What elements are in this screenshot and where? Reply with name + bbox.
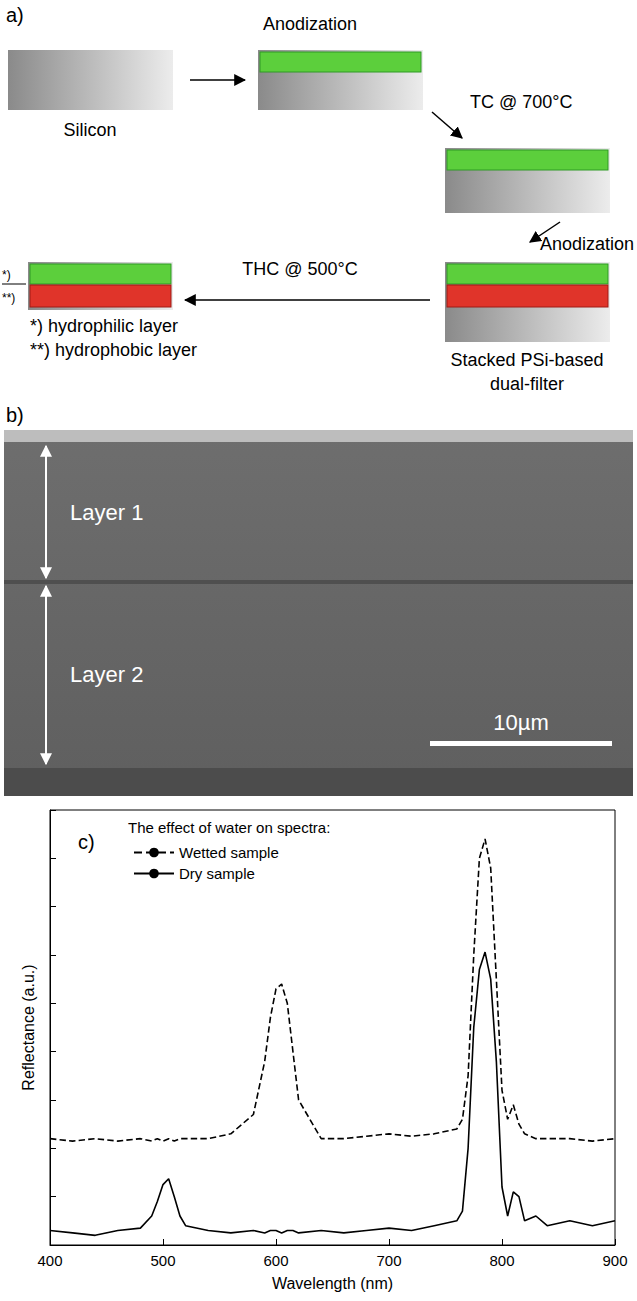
svg-text:Wetted sample: Wetted sample [179, 844, 279, 861]
svg-text:**) hydrophobic layer: **) hydrophobic layer [30, 340, 197, 360]
svg-text:a): a) [6, 4, 24, 26]
svg-text:Silicon: Silicon [63, 120, 116, 140]
svg-text:Anodization: Anodization [540, 234, 634, 254]
svg-text:**): **) [2, 291, 15, 305]
svg-text:TC @ 700°C: TC @ 700°C [470, 92, 573, 112]
svg-text:The effect of water on spectra: The effect of water on spectra: [128, 819, 330, 836]
svg-text:dual-filter: dual-filter [490, 374, 564, 394]
svg-text:600: 600 [263, 1252, 288, 1269]
svg-text:800: 800 [489, 1252, 514, 1269]
svg-text:Stacked PSi-based: Stacked PSi-based [450, 350, 603, 370]
svg-text:c): c) [78, 831, 95, 853]
svg-text:Dry sample: Dry sample [179, 865, 255, 882]
svg-text:500: 500 [150, 1252, 175, 1269]
svg-text:400: 400 [37, 1252, 62, 1269]
svg-text:Anodization: Anodization [263, 14, 357, 34]
svg-text:*) hydrophilic layer: *) hydrophilic layer [30, 316, 178, 336]
svg-text:b): b) [6, 404, 24, 426]
svg-text:10µm: 10µm [493, 710, 548, 735]
svg-text:THC @ 500°C: THC @ 500°C [242, 259, 358, 279]
svg-text:Layer 1: Layer 1 [70, 500, 143, 525]
svg-text:Wavelength (nm): Wavelength (nm) [272, 1275, 393, 1292]
svg-text:Layer 2: Layer 2 [70, 662, 143, 687]
svg-text:700: 700 [376, 1252, 401, 1269]
svg-text:Reflectance (a.u.): Reflectance (a.u.) [20, 964, 37, 1090]
svg-text:*): *) [2, 268, 11, 282]
svg-text:900: 900 [602, 1252, 627, 1269]
